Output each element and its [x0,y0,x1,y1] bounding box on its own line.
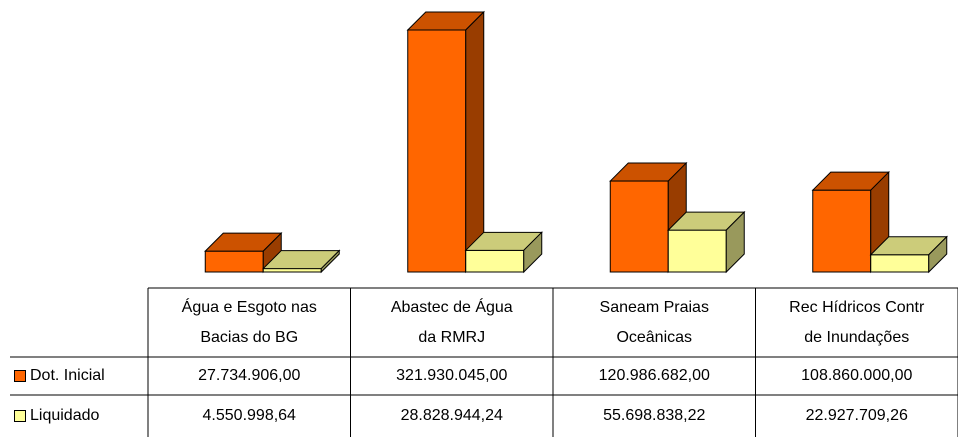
bar [869,235,948,274]
bar [464,231,543,274]
value-label: 28.828.944,24 [400,407,503,424]
legend-entry: Dot. Inicial [10,357,148,395]
bar-side [465,10,485,274]
bar [811,170,890,274]
category-label: Água e Esgoto nas Bacias do BG [181,298,317,346]
value-label: 120.986.682,00 [598,367,710,384]
bar-front [812,189,872,273]
bar-front [407,29,467,273]
legend-swatch [14,410,26,422]
bar [262,249,341,274]
category-label: Abastec de Água da RMRJ [390,298,513,346]
bar-side [523,231,543,274]
legend-swatch [14,370,26,382]
value-label: 321.930.045,00 [396,367,508,384]
bar-front [262,268,322,273]
legend-label: Dot. Inicial [30,367,105,384]
bar-front [204,250,264,273]
bar-front [667,229,727,273]
category-label: Rec Hídricos Contr de Inundações [789,298,925,346]
bar-front [609,180,669,273]
legend-entry: Liquidado [10,395,148,437]
bar-side [320,249,340,274]
bar [667,210,746,274]
value-label: 108.860.000,00 [801,367,913,384]
category-label: Saneam Praias Oceânicas [599,298,709,346]
legend-label: Liquidado [30,407,100,424]
value-label: 4.550.998,64 [202,407,296,424]
value-label: 27.734.906,00 [198,367,301,384]
bar-side [928,235,948,274]
value-label: 55.698.838,22 [603,407,706,424]
value-label: 22.927.709,26 [805,407,908,424]
bar [204,231,283,274]
bar-side [725,210,745,274]
bar-front [465,249,525,273]
bar [406,10,485,274]
bar-front [870,254,930,273]
